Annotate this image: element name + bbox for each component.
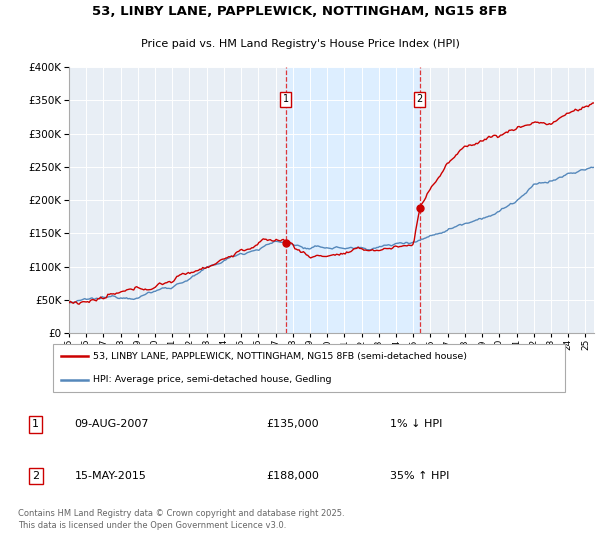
- Text: 1% ↓ HPI: 1% ↓ HPI: [390, 419, 443, 429]
- Text: 2: 2: [32, 471, 39, 481]
- FancyBboxPatch shape: [53, 344, 565, 392]
- Text: £135,000: £135,000: [266, 419, 319, 429]
- Text: 1: 1: [32, 419, 39, 429]
- Text: 53, LINBY LANE, PAPPLEWICK, NOTTINGHAM, NG15 8FB: 53, LINBY LANE, PAPPLEWICK, NOTTINGHAM, …: [92, 5, 508, 18]
- Text: Price paid vs. HM Land Registry's House Price Index (HPI): Price paid vs. HM Land Registry's House …: [140, 39, 460, 49]
- Text: 35% ↑ HPI: 35% ↑ HPI: [390, 471, 449, 481]
- Text: 2: 2: [416, 94, 423, 104]
- Text: HPI: Average price, semi-detached house, Gedling: HPI: Average price, semi-detached house,…: [93, 375, 331, 384]
- Text: Contains HM Land Registry data © Crown copyright and database right 2025.
This d: Contains HM Land Registry data © Crown c…: [18, 510, 344, 530]
- Text: 15-MAY-2015: 15-MAY-2015: [74, 471, 146, 481]
- Bar: [286, 67, 419, 333]
- Text: £188,000: £188,000: [266, 471, 319, 481]
- Text: 09-AUG-2007: 09-AUG-2007: [74, 419, 149, 429]
- Text: 1: 1: [283, 94, 289, 104]
- Text: 53, LINBY LANE, PAPPLEWICK, NOTTINGHAM, NG15 8FB (semi-detached house): 53, LINBY LANE, PAPPLEWICK, NOTTINGHAM, …: [93, 352, 467, 361]
